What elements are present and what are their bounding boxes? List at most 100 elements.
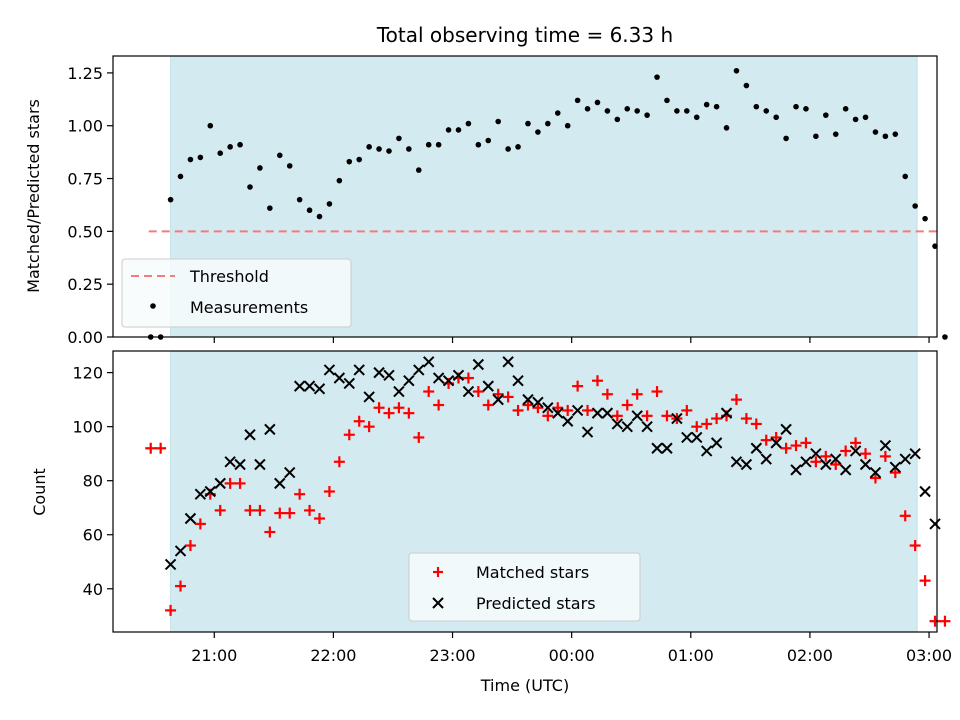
predicted-star-point (214, 477, 226, 490)
measurement-point (594, 99, 601, 106)
matched-star-point (145, 442, 157, 454)
measurement-point (604, 108, 611, 114)
matched-star-point (542, 410, 554, 422)
predicted-star-point (343, 377, 355, 390)
top-y-tick-label: 1.25 (67, 64, 103, 83)
measurement-point (912, 203, 918, 209)
bottom-y-axis: 40 60 80 100 120 (72, 364, 113, 599)
predicted-star-point (323, 364, 336, 376)
predicted-star-point (284, 466, 296, 479)
measurement-point (435, 141, 442, 148)
top-plot-frame (112, 55, 938, 338)
measurement-point (237, 141, 243, 148)
predicted-star-point (552, 407, 564, 419)
measurement-point (564, 122, 571, 129)
bottom-marks (145, 356, 951, 627)
matched-star-point (790, 440, 802, 452)
predicted-star-point (830, 453, 842, 465)
bottom-x-tick-label: 23:00 (429, 646, 475, 665)
bottom-legend-box (408, 552, 641, 622)
measurement-point (296, 196, 303, 203)
predicted-star-point (492, 393, 504, 406)
top-panel: Total observing time = 6.33 h 0.000.250.… (24, 23, 948, 347)
measurement-point (276, 152, 283, 159)
matched-star-point (244, 504, 256, 516)
measurement-point (475, 141, 482, 148)
matched-star-point (194, 518, 206, 530)
predicted-star-point (422, 356, 435, 368)
predicted-star-point (909, 447, 921, 460)
predicted-star-point (403, 375, 415, 387)
measurement-point (793, 103, 799, 110)
bottom-x-tick-label: 22:00 (310, 646, 356, 665)
measurement-point (783, 135, 789, 142)
predicted-star-point (254, 458, 266, 471)
predicted-star-point (452, 369, 465, 382)
predicted-star-point (919, 485, 931, 498)
measurement-point (177, 173, 184, 180)
matched-star-point (621, 399, 633, 411)
matched-star-point (760, 434, 772, 446)
matched-star-point (651, 386, 663, 398)
predicted-star-point (502, 356, 514, 368)
predicted-star-point (413, 364, 425, 376)
measurement-point (167, 196, 174, 203)
measurement-point (465, 120, 472, 127)
predicted-star-point (869, 466, 882, 479)
chart-title: Total observing time = 6.33 h (376, 23, 673, 47)
matched-star-point (214, 504, 226, 516)
predicted-star-point (581, 426, 594, 438)
predicted-star-point (313, 383, 326, 395)
predicted-star-point (730, 456, 743, 468)
matched-star-point (740, 413, 752, 425)
matched-star-point (929, 615, 941, 627)
measurement-point (316, 213, 323, 220)
measurement-point (882, 133, 889, 140)
measurement-point (703, 101, 710, 108)
bottom-x-tick-label: 02:00 (787, 646, 833, 665)
predicted-star-point (333, 372, 346, 384)
measurement-point (753, 103, 760, 110)
bottom-y-tick-label: 100 (72, 418, 103, 437)
predicted-star-point (641, 420, 653, 433)
matched-star-point (850, 437, 862, 449)
measurement-point (425, 141, 432, 148)
measurement-point (535, 129, 541, 135)
matched-star-point (313, 513, 325, 525)
measurement-point (644, 112, 650, 118)
matched-star-point (423, 386, 435, 398)
matched-star-point (919, 575, 931, 587)
matched-star-point (264, 526, 276, 538)
matched-star-point (413, 431, 425, 443)
measurement-point (485, 137, 492, 144)
measurement-point (654, 74, 660, 80)
bottom-x-tick-label: 00:00 (549, 646, 595, 665)
matched-star-point (234, 477, 246, 489)
predicted-star-point (234, 458, 246, 471)
predicted-star-point (710, 437, 723, 449)
bottom-y-tick-label: 120 (72, 364, 103, 383)
matched-star-point (909, 540, 921, 552)
top-y-tick-label: 0.00 (67, 328, 103, 347)
measurement-point (763, 108, 770, 114)
legend-predicted-swatch (432, 597, 444, 609)
predicted-star-point (274, 477, 286, 490)
measurement-point (197, 154, 204, 161)
matched-star-point (681, 404, 693, 416)
predicted-star-point (780, 423, 792, 436)
bottom-plot-frame (112, 350, 938, 633)
measurement-point (773, 114, 779, 121)
matched-star-point (175, 580, 187, 592)
predicted-star-point (691, 431, 703, 444)
predicted-star-point (591, 407, 604, 419)
top-y-tick-label: 0.75 (67, 170, 103, 189)
measurement-point (396, 135, 402, 142)
matched-star-point (333, 456, 345, 468)
predicted-star-point (889, 461, 902, 473)
predicted-star-point (700, 445, 713, 457)
matched-star-point (820, 450, 832, 462)
measurement-point (942, 334, 948, 340)
measurement-point (862, 114, 869, 121)
predicted-star-point (293, 380, 306, 392)
measurement-point (545, 120, 551, 127)
